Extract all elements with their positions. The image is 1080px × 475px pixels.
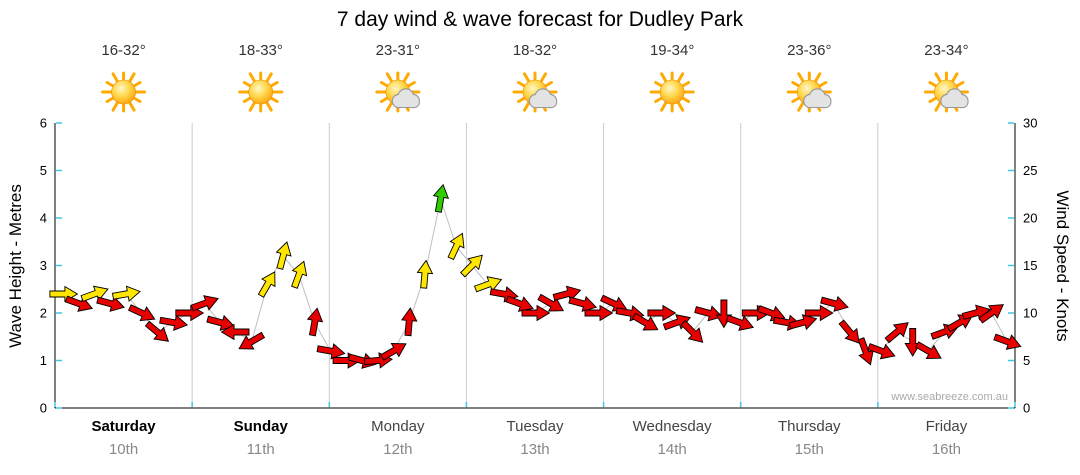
wave-axis-tick-label: 1 xyxy=(40,353,47,368)
wind-arrow xyxy=(804,304,834,322)
wave-axis-tick-label: 6 xyxy=(40,116,47,131)
knots-axis-tick-label: 0 xyxy=(1023,401,1030,416)
sun-cloud-icon xyxy=(923,71,969,113)
wind-arrow xyxy=(291,260,308,289)
wind-arrow xyxy=(316,343,346,360)
wind-arrow xyxy=(631,312,659,331)
wind-arrow xyxy=(432,183,450,213)
wind-arrow xyxy=(159,314,189,331)
trend-line xyxy=(62,197,1008,361)
wind-arrow xyxy=(238,331,266,350)
wind-arrow xyxy=(867,343,896,360)
wind-arrow xyxy=(220,323,250,341)
wave-axis-tick-label: 4 xyxy=(40,211,47,226)
wind-arrow xyxy=(380,343,407,361)
wind-arrow xyxy=(447,232,465,261)
knots-axis-tick-label: 10 xyxy=(1023,306,1037,321)
wind-arrow xyxy=(788,314,818,331)
wind-arrow xyxy=(857,337,874,366)
wind-arrow xyxy=(416,259,434,289)
wind-arrow xyxy=(400,307,418,337)
wind-arrow xyxy=(838,319,860,344)
wind-arrow xyxy=(820,295,849,312)
wind-arrow xyxy=(64,295,94,312)
wave-axis-tick-label: 0 xyxy=(40,401,47,416)
sun-cloud-icon xyxy=(375,71,421,113)
sun-icon xyxy=(101,71,147,113)
knots-axis-tick-label: 25 xyxy=(1023,163,1037,178)
sun-icon xyxy=(649,71,695,113)
knots-axis-tick-label: 30 xyxy=(1023,116,1037,131)
wind-arrow xyxy=(257,271,276,298)
wind-arrow xyxy=(552,285,582,302)
wind-arrow xyxy=(144,320,170,342)
wave-axis-tick-label: 5 xyxy=(40,163,47,178)
wind-arrow xyxy=(915,341,942,359)
wind-arrow xyxy=(694,305,723,322)
wind-arrow xyxy=(584,304,614,322)
wind-arrow xyxy=(190,295,219,312)
wind-arrow xyxy=(473,276,503,293)
chart-title: 7 day wind & wave forecast for Dudley Pa… xyxy=(336,8,744,31)
wind-arrow xyxy=(993,333,1022,350)
watermark: www.seabreeze.com.au xyxy=(891,391,1008,403)
wind-arrow xyxy=(80,285,109,302)
wind-arrow xyxy=(460,254,483,278)
knots-axis-tick-label: 20 xyxy=(1023,211,1037,226)
wave-axis-tick-label: 3 xyxy=(40,258,47,273)
wind-arrow xyxy=(275,241,292,270)
wind-arrow xyxy=(537,293,565,312)
wind-arrow xyxy=(904,328,921,357)
wind-arrow xyxy=(725,314,755,331)
wind-arrow xyxy=(647,304,677,322)
wind-arrow xyxy=(306,307,324,337)
wind-arrow xyxy=(978,304,1004,324)
knots-axis-tick-label: 5 xyxy=(1023,353,1030,368)
knots-axis-tick-label: 15 xyxy=(1023,258,1037,273)
wind-arrow xyxy=(680,320,704,343)
sun-icon xyxy=(238,71,284,113)
wind-arrow xyxy=(568,295,598,312)
wind-arrow xyxy=(521,304,551,322)
left-axis-title: Wave Height - Metres xyxy=(6,184,25,348)
wave-axis-tick-label: 2 xyxy=(40,306,47,321)
wind-arrow xyxy=(96,295,125,312)
wind-arrow xyxy=(884,322,909,344)
sun-cloud-icon xyxy=(786,71,832,113)
sun-cloud-icon xyxy=(512,71,558,113)
wind-arrow xyxy=(127,304,156,322)
wind-arrow xyxy=(111,285,141,302)
right-axis-title: Wind Speed - Knots xyxy=(1053,190,1072,342)
wind-arrow xyxy=(946,314,974,333)
